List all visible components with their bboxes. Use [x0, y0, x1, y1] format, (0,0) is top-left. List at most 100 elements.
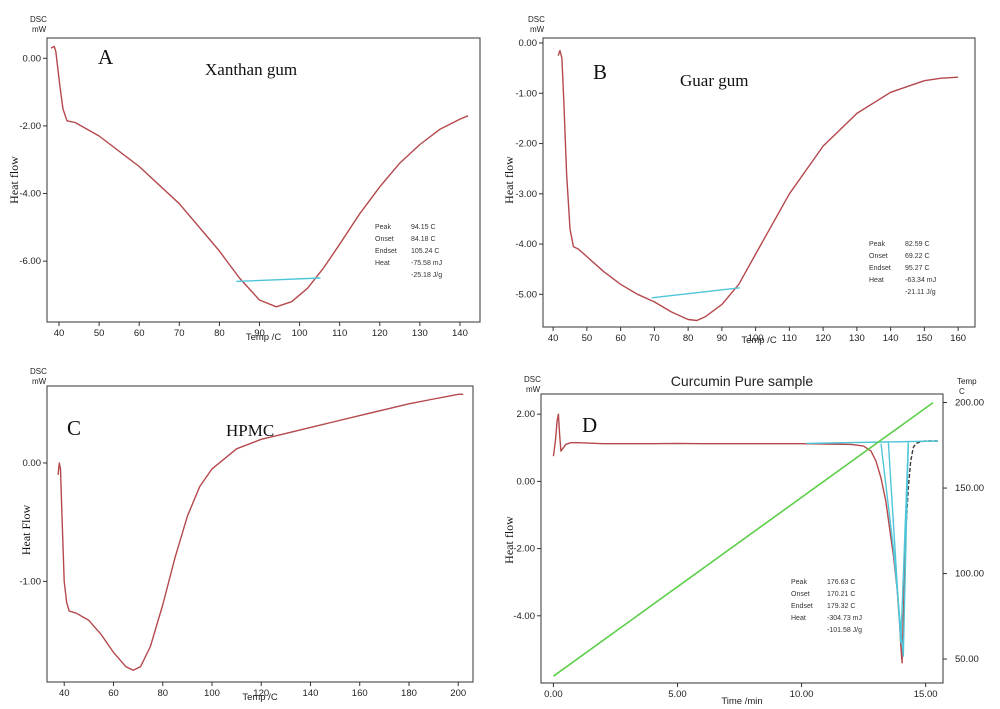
corner-label-unit: mW [32, 25, 47, 34]
result-value: -304.73 mJ [827, 615, 862, 622]
series-line-4 [887, 442, 909, 644]
x-tick-label: 40 [548, 333, 559, 344]
y-tick-label: -2.00 [515, 139, 537, 150]
y-tick-label: -5.00 [515, 289, 537, 300]
result-value: 176.63 C [827, 579, 855, 586]
x-tick-label: 15.00 [914, 689, 938, 700]
corner-label-dsc: DSC [30, 367, 47, 376]
result-value: 94.15 C [411, 224, 436, 231]
result-value: 82.59 C [905, 241, 930, 248]
result-key: Heat [375, 260, 390, 267]
chart-title: Curcumin Pure sample [671, 373, 814, 389]
series-line-0 [557, 49, 959, 322]
plot-frame [540, 393, 944, 684]
result-key: Onset [869, 253, 888, 260]
y2-tick-label: 150.00 [955, 483, 984, 494]
x-tick-label: 80 [157, 688, 168, 699]
result-key: Peak [375, 224, 391, 231]
panel-letter: B [593, 60, 607, 84]
corner-label-unit: mW [32, 377, 47, 386]
result-value: 170.21 C [827, 591, 855, 598]
x-tick-label: 90 [254, 328, 265, 339]
panel-letter: C [67, 416, 81, 440]
x-axis-label: Time /min [721, 696, 762, 707]
result-value: 179.32 C [827, 603, 855, 610]
x-axis-label: Temp /C [741, 335, 777, 346]
series-line-5 [552, 401, 934, 677]
series-line-1 [651, 287, 740, 299]
result-value: -75.58 mJ [411, 260, 442, 267]
corner-label-dsc: DSC [30, 15, 47, 24]
y2-tick-label: 100.00 [955, 569, 984, 580]
series-line-0 [57, 393, 464, 671]
y2-tick-label: 200.00 [955, 398, 984, 409]
result-value: 95.27 C [905, 265, 930, 272]
series-line-1 [236, 277, 321, 283]
y-tick-label: 2.00 [517, 409, 536, 420]
x-tick-label: 130 [849, 333, 865, 344]
x-tick-label: 100 [204, 688, 220, 699]
x-tick-label: 180 [401, 688, 417, 699]
x-tick-label: 60 [134, 328, 145, 339]
y2-tick-label: 50.00 [955, 654, 979, 665]
corner-label-unit: mW [526, 385, 541, 394]
y-tick-label: -2.00 [513, 544, 535, 555]
y-tick-label: -1.00 [19, 576, 41, 587]
x-tick-label: 40 [54, 328, 65, 339]
x-tick-label: 60 [108, 688, 119, 699]
x-tick-label: 100 [292, 328, 308, 339]
series-line-0 [552, 413, 907, 664]
result-key: Onset [375, 236, 394, 243]
series-line-1 [905, 440, 938, 532]
y-tick-label: -1.00 [515, 88, 537, 99]
y-tick-label: 0.00 [517, 476, 536, 487]
x-tick-label: 110 [332, 328, 347, 339]
x-tick-label: 100 [748, 333, 764, 344]
x-tick-label: 140 [883, 333, 899, 344]
result-value: -21.11 J/g [905, 289, 936, 296]
result-key: Endset [869, 265, 891, 272]
y-tick-label: 0.00 [23, 458, 42, 469]
x-tick-label: 90 [717, 333, 728, 344]
x-tick-label: 150 [916, 333, 932, 344]
y-tick-label: -4.00 [19, 189, 41, 200]
y-tick-label: -4.00 [515, 239, 537, 250]
x-tick-label: 70 [649, 333, 660, 344]
x-tick-label: 60 [615, 333, 626, 344]
plot-frame [542, 37, 976, 328]
x-tick-label: 80 [683, 333, 694, 344]
corner-label-dsc: DSC [528, 15, 545, 24]
x-tick-label: 70 [174, 328, 185, 339]
panel-letter: D [582, 413, 597, 437]
y-tick-label: -3.00 [515, 189, 537, 200]
x-tick-label: 120 [815, 333, 831, 344]
result-key: Endset [791, 603, 813, 610]
result-value: 105.24 C [411, 248, 439, 255]
x-tick-label: 130 [412, 328, 428, 339]
x-tick-label: 80 [214, 328, 225, 339]
result-value: 84.18 C [411, 236, 436, 243]
x-tick-label: 200 [450, 688, 466, 699]
x-tick-label: 50 [582, 333, 593, 344]
x-tick-label: 50 [94, 328, 105, 339]
result-key: Peak [869, 241, 885, 248]
result-value: -101.58 J/g [827, 627, 862, 634]
x-tick-label: 140 [303, 688, 319, 699]
plot-frame [46, 385, 474, 683]
y-tick-label: -6.00 [19, 256, 41, 267]
result-key: Endset [375, 248, 397, 255]
result-value: 69.22 C [905, 253, 930, 260]
x-tick-label: 5.00 [668, 689, 687, 700]
corner-label-dsc: DSC [524, 375, 541, 384]
x-tick-label: 10.00 [790, 689, 814, 700]
y-axis-label: Heat flow [7, 156, 21, 204]
sample-name: Guar gum [680, 71, 748, 90]
x-tick-label: 120 [372, 328, 388, 339]
y-axis-label: Heat Flow [19, 505, 33, 556]
corner-label-temp: Temp [957, 377, 977, 386]
result-value: -25.18 J/g [411, 272, 442, 279]
sample-name: HPMC [226, 421, 274, 440]
